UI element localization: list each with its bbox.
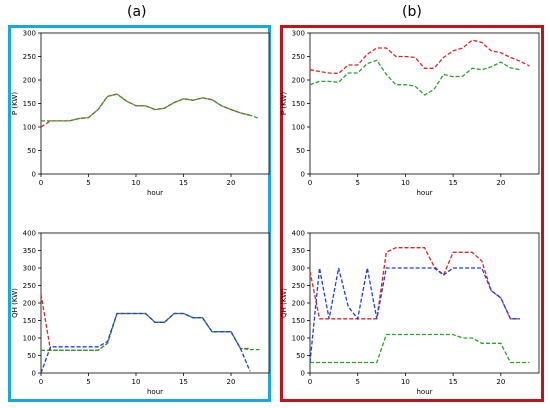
x-tick-label: 10 bbox=[401, 179, 410, 187]
y-tick-label: 350 bbox=[23, 247, 36, 255]
x-tick-label: 0 bbox=[308, 179, 312, 187]
x-tick-label: 5 bbox=[86, 179, 90, 187]
x-tick-label: 0 bbox=[308, 378, 312, 386]
y-axis-label: P (KW) bbox=[11, 92, 19, 115]
y-axis-label: QH (KW) bbox=[280, 288, 288, 318]
y-tick-label: 250 bbox=[23, 53, 36, 61]
plot-area bbox=[309, 32, 540, 175]
y-tick-label: 300 bbox=[23, 265, 36, 273]
y-tick-label: 150 bbox=[292, 100, 305, 108]
x-axis-label: hour bbox=[147, 189, 163, 197]
panel-label-b: (b) bbox=[402, 4, 422, 20]
x-tick-label: 5 bbox=[355, 179, 359, 187]
series-line-1 bbox=[309, 39, 530, 75]
y-tick-label: 100 bbox=[23, 124, 36, 132]
y-tick-label: 200 bbox=[292, 300, 305, 308]
x-tick-label: 15 bbox=[449, 179, 458, 187]
x-tick-label: 5 bbox=[355, 378, 359, 386]
series-line-3 bbox=[40, 312, 251, 374]
y-axis-label: QH (KW) bbox=[11, 288, 19, 318]
x-tick-label: 15 bbox=[179, 378, 188, 386]
y-tick-label: 300 bbox=[292, 30, 305, 38]
x-tick-label: 20 bbox=[496, 179, 505, 187]
x-tick-label: 15 bbox=[179, 179, 188, 187]
plot-area bbox=[40, 232, 270, 374]
series-line-1 bbox=[309, 247, 520, 320]
series-line-2 bbox=[310, 333, 530, 364]
y-tick-label: 150 bbox=[23, 317, 36, 325]
series-line-3 bbox=[309, 267, 520, 363]
x-tick-label: 0 bbox=[39, 179, 43, 187]
y-tick-label: 100 bbox=[292, 124, 305, 132]
y-tick-label: 300 bbox=[292, 265, 305, 273]
y-tick-label: 150 bbox=[23, 100, 36, 108]
x-tick-label: 20 bbox=[227, 378, 236, 386]
plot-area bbox=[40, 32, 270, 175]
y-tick-label: 200 bbox=[23, 77, 36, 85]
y-tick-label: 50 bbox=[296, 147, 305, 155]
x-axis-label: hour bbox=[416, 388, 432, 396]
x-tick-label: 0 bbox=[39, 378, 43, 386]
panel-label-a: (a) bbox=[127, 4, 147, 20]
y-tick-label: 200 bbox=[23, 300, 36, 308]
series-line-2 bbox=[309, 59, 521, 96]
y-tick-label: 200 bbox=[292, 77, 305, 85]
y-tick-label: 50 bbox=[27, 352, 36, 360]
x-tick-label: 15 bbox=[449, 378, 458, 386]
x-axis-label: hour bbox=[147, 388, 163, 396]
y-tick-label: 400 bbox=[292, 230, 305, 238]
y-tick-label: 0 bbox=[32, 370, 36, 378]
panel-b-frame bbox=[280, 25, 544, 402]
y-tick-label: 400 bbox=[23, 230, 36, 238]
y-axis-label: P (KW) bbox=[280, 92, 288, 115]
y-tick-label: 0 bbox=[32, 171, 36, 179]
y-tick-label: 300 bbox=[23, 30, 36, 38]
x-tick-label: 10 bbox=[401, 378, 410, 386]
x-axis-label: hour bbox=[416, 189, 432, 197]
y-tick-label: 100 bbox=[292, 335, 305, 343]
y-tick-label: 250 bbox=[292, 53, 305, 61]
y-tick-label: 50 bbox=[296, 352, 305, 360]
y-tick-label: 250 bbox=[23, 282, 36, 290]
plot-area bbox=[309, 232, 540, 374]
panel-a-frame bbox=[8, 25, 271, 402]
y-tick-label: 100 bbox=[23, 335, 36, 343]
y-tick-label: 250 bbox=[292, 282, 305, 290]
y-tick-label: 0 bbox=[301, 171, 305, 179]
y-tick-label: 150 bbox=[292, 317, 305, 325]
y-tick-label: 350 bbox=[292, 247, 305, 255]
x-tick-label: 10 bbox=[132, 179, 141, 187]
x-tick-label: 5 bbox=[86, 378, 90, 386]
series-line-2 bbox=[41, 93, 260, 122]
x-tick-label: 10 bbox=[132, 378, 141, 386]
y-tick-label: 50 bbox=[27, 147, 36, 155]
y-tick-label: 0 bbox=[301, 370, 305, 378]
x-tick-label: 20 bbox=[496, 378, 505, 386]
x-tick-label: 20 bbox=[227, 179, 236, 187]
